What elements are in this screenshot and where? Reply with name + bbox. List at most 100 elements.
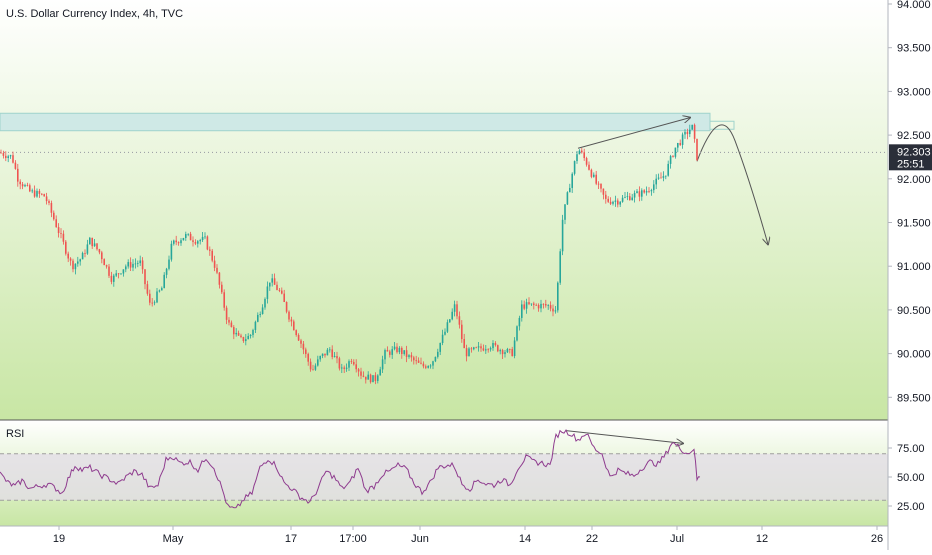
candle-body bbox=[329, 349, 331, 351]
candle-body bbox=[230, 322, 233, 328]
candle-body bbox=[144, 269, 146, 285]
candle-body bbox=[213, 260, 216, 268]
candle-body bbox=[523, 304, 525, 309]
candle-body bbox=[379, 369, 381, 376]
candle-body bbox=[233, 327, 235, 335]
rsi-axis[interactable]: 75.00 50.00 25.00 bbox=[888, 443, 925, 513]
candle-body bbox=[134, 263, 137, 265]
candle-body bbox=[113, 275, 115, 282]
candle-body bbox=[525, 302, 528, 309]
candle-body bbox=[509, 348, 511, 350]
candle-body bbox=[285, 302, 288, 312]
candle-body bbox=[657, 177, 660, 179]
candle-body bbox=[437, 351, 439, 357]
candle-body bbox=[636, 191, 638, 194]
candle-body bbox=[333, 356, 336, 358]
candle-body bbox=[355, 364, 357, 370]
candle-body bbox=[403, 350, 405, 354]
candle-body bbox=[432, 361, 434, 366]
candle-body bbox=[581, 150, 583, 153]
candle-body bbox=[357, 369, 360, 372]
time-tick-label: 22 bbox=[586, 533, 598, 545]
candle-body bbox=[600, 183, 602, 189]
candle-body bbox=[269, 282, 271, 287]
rsi-indicator-label[interactable]: RSI bbox=[6, 428, 25, 440]
candle-body bbox=[33, 190, 36, 197]
candle-body bbox=[192, 240, 194, 243]
candle-body bbox=[314, 365, 317, 370]
candle-body bbox=[336, 356, 338, 359]
candle-body bbox=[482, 348, 485, 351]
price-axis[interactable]: 94.000 93.500 93.000 92.500 92.000 91.500 91.0… bbox=[888, 0, 931, 404]
candle-body bbox=[91, 237, 93, 247]
candle-body bbox=[372, 375, 374, 383]
candle-body bbox=[21, 184, 24, 187]
candle-body bbox=[518, 317, 521, 327]
time-tick-label: 17 bbox=[285, 533, 297, 545]
candle-body bbox=[67, 253, 69, 259]
drawing-annotations[interactable] bbox=[0, 112, 888, 444]
candle-body bbox=[365, 376, 367, 380]
candle-body bbox=[237, 332, 240, 336]
candle-body bbox=[257, 314, 259, 322]
main-pane-background bbox=[0, 0, 888, 420]
candle-body bbox=[458, 316, 461, 325]
candle-body bbox=[84, 253, 86, 254]
rsi-trend-line bbox=[565, 430, 683, 444]
candle-body bbox=[641, 190, 643, 197]
candle-body bbox=[245, 339, 247, 342]
candle-body bbox=[221, 284, 223, 293]
candle-body bbox=[187, 233, 189, 235]
time-tick-label: Jun bbox=[411, 533, 429, 545]
price-tick-label: 90.000 bbox=[897, 349, 931, 361]
candle-body bbox=[691, 124, 693, 130]
candle-body bbox=[360, 371, 362, 376]
candle-body bbox=[117, 273, 120, 275]
candle-body bbox=[259, 314, 261, 315]
candle-body bbox=[0, 152, 2, 154]
candle-body bbox=[369, 374, 372, 383]
candle-body bbox=[621, 197, 624, 202]
candle-body bbox=[312, 369, 314, 371]
candle-body bbox=[590, 169, 593, 177]
candle-body bbox=[607, 198, 609, 202]
candle-body bbox=[425, 366, 427, 368]
price-tick-label: 92.500 bbox=[897, 130, 931, 142]
candle-body bbox=[57, 227, 60, 234]
candle-body bbox=[571, 173, 573, 188]
candle-body bbox=[497, 345, 499, 352]
candle-body bbox=[343, 367, 345, 369]
time-axis[interactable]: 19 May 17 17:00 Jun 14 22 Jul 12 26 bbox=[53, 526, 883, 545]
candle-body bbox=[684, 131, 686, 135]
candle-body bbox=[453, 304, 456, 312]
candle-body bbox=[583, 152, 585, 159]
candle-body bbox=[26, 185, 29, 186]
candle-body bbox=[189, 233, 192, 241]
candle-body bbox=[405, 350, 408, 357]
candle-body bbox=[180, 240, 182, 244]
candle-body bbox=[89, 237, 91, 245]
candle-body bbox=[319, 356, 321, 360]
candle-body bbox=[537, 304, 540, 309]
candle-body bbox=[19, 181, 21, 185]
candle-body bbox=[293, 321, 295, 331]
candle-body bbox=[422, 363, 425, 367]
candle-body bbox=[521, 304, 523, 318]
candle-body bbox=[449, 319, 451, 323]
candle-body bbox=[331, 349, 333, 358]
candle-body bbox=[153, 302, 156, 304]
candle-body bbox=[461, 324, 463, 340]
candle-body bbox=[223, 292, 225, 308]
candle-body bbox=[444, 331, 446, 335]
candle-body bbox=[48, 201, 50, 203]
candle-body bbox=[465, 348, 468, 357]
candle-body bbox=[511, 349, 513, 357]
candle-body bbox=[420, 362, 422, 364]
candle-body bbox=[653, 184, 655, 191]
candle-body bbox=[36, 190, 38, 197]
candle-body bbox=[173, 240, 175, 244]
candle-body bbox=[441, 334, 444, 343]
price-tick-label: 89.500 bbox=[897, 392, 931, 404]
